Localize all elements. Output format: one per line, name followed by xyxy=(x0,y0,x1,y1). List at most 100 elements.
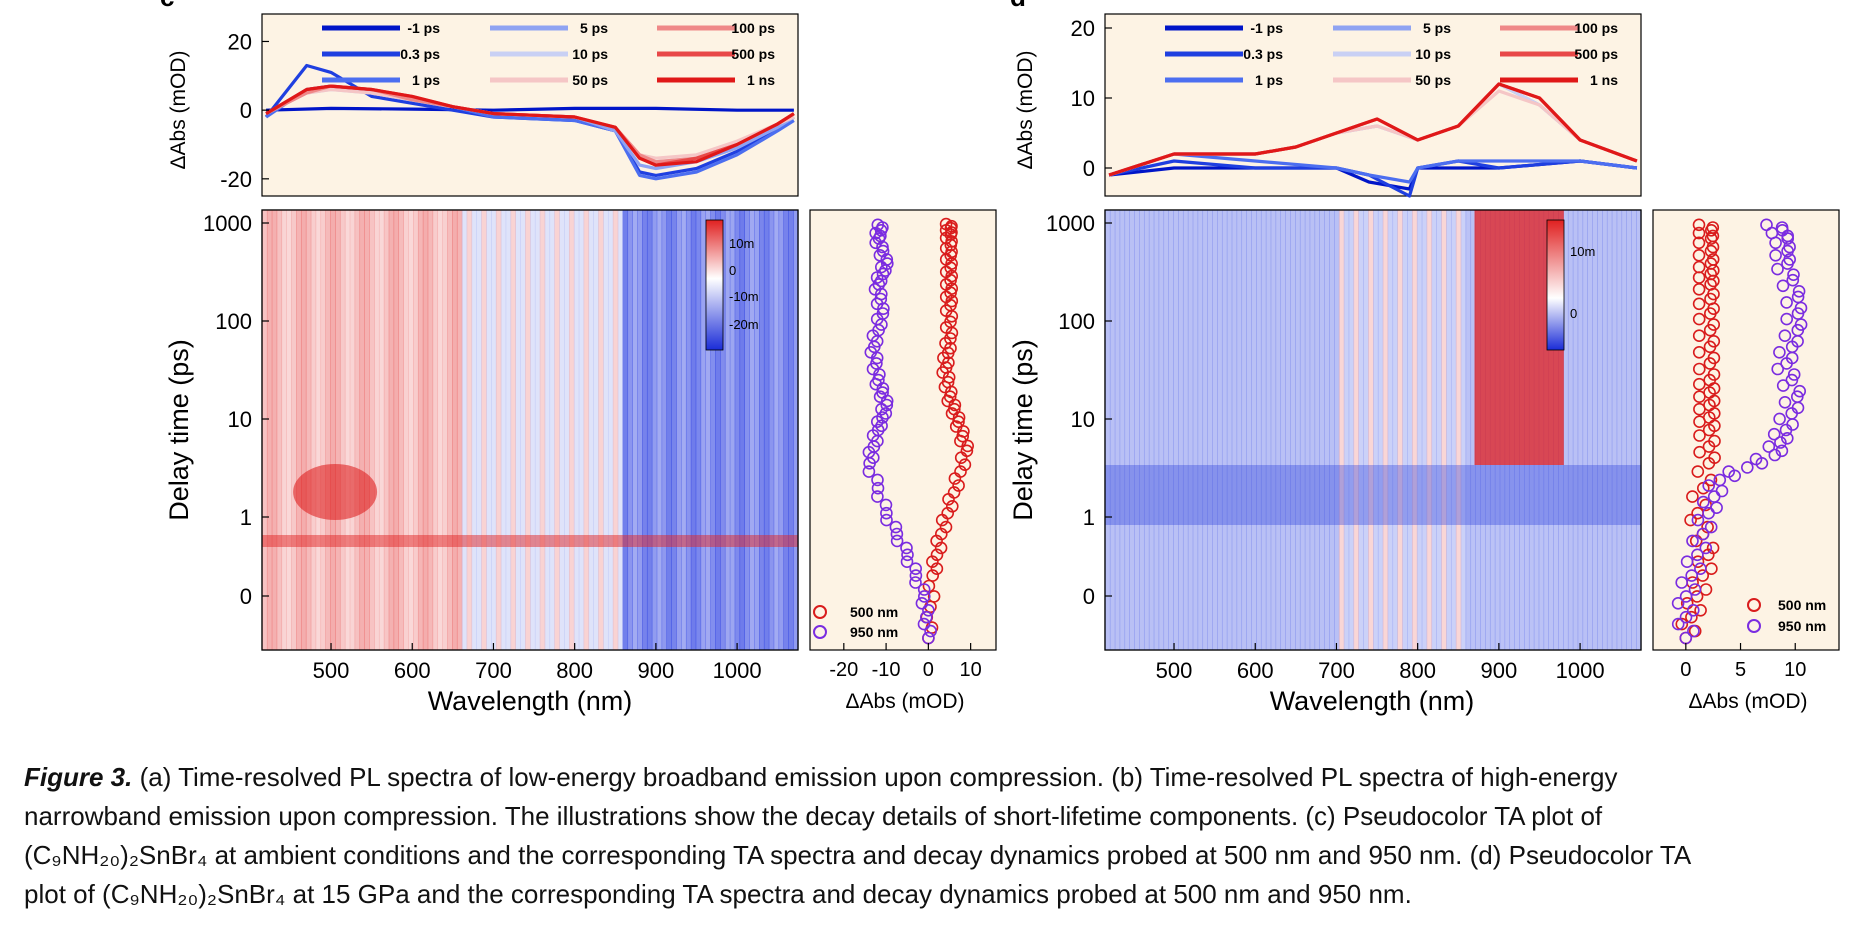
c-legend-label-500: 500 nm xyxy=(850,604,898,620)
d-map-strip xyxy=(1597,210,1603,650)
c-kinetics-panel: -20 -10 0 10 ΔAbs (mOD) 500 nm 950 nm xyxy=(809,209,997,713)
c-colorbar-label-3: -20m xyxy=(729,317,759,332)
c-kin-point-1 xyxy=(900,555,914,569)
c-map-strip xyxy=(262,210,268,650)
c-map-xtick-label-2: 700 xyxy=(475,658,512,683)
c-map-strip xyxy=(393,210,400,650)
c-map-strip xyxy=(690,210,697,650)
c-map-strip xyxy=(559,210,565,650)
d-kin-point-1 xyxy=(1741,461,1754,474)
d-map-strip xyxy=(1260,210,1267,650)
d-map-strip xyxy=(1290,210,1296,650)
d-kin-point-1 xyxy=(1769,249,1782,262)
d-map-strip xyxy=(1431,210,1437,650)
d-spectrum-line-8 xyxy=(1108,82,1638,177)
c-spectra-ytick-label-1: 0 xyxy=(240,98,252,123)
c-map-strip xyxy=(734,210,741,650)
d-kin-point-1 xyxy=(1775,444,1789,458)
d-map-strip xyxy=(1251,210,1257,650)
c-kin-point-1 xyxy=(870,357,883,370)
c-map-strip xyxy=(681,210,687,650)
d-legend-label-500: 500 nm xyxy=(1778,597,1826,613)
c-kin-point-1 xyxy=(909,562,923,576)
d-kin-point-1 xyxy=(1691,513,1705,527)
d-legend-marker-950 xyxy=(1747,619,1761,633)
c-map-strip xyxy=(339,210,346,650)
d-kin-point-1 xyxy=(1680,555,1694,569)
c-map-strip xyxy=(383,210,390,650)
c-map-strip xyxy=(695,210,702,650)
c-map-panel: 10m 0 -10m -20m 500 600 700 800 900 1000 1000… xyxy=(164,209,799,716)
c-spectra-yticks: 20 0 -20 xyxy=(220,29,269,192)
d-legend-label-4: 10 ps xyxy=(1415,46,1451,62)
c-map-strip xyxy=(417,210,424,650)
c-colorbar-label-1: 0 xyxy=(729,263,736,278)
c-legend-label-6: 100 ps xyxy=(731,20,775,36)
d-kin-point-1 xyxy=(1702,479,1715,492)
c-map-strip xyxy=(593,210,599,650)
d-map-ytick-label-1: 100 xyxy=(1058,309,1095,334)
caption-lead: Figure 3. xyxy=(24,762,133,792)
d-spectra-ytick-label-2: 0 xyxy=(1083,156,1095,181)
d-map-strip xyxy=(1407,210,1413,650)
d-map-strip xyxy=(1197,210,1204,650)
c-kin-point-1 xyxy=(871,473,884,487)
c-map-strip xyxy=(520,210,526,650)
d-map-strip xyxy=(1231,210,1238,650)
c-kin-point-0 xyxy=(939,520,953,534)
c-map-strip xyxy=(378,210,385,650)
c-map-strip xyxy=(476,210,482,650)
d-map-xtick-label-2: 700 xyxy=(1318,658,1355,683)
d-kin-point-0 xyxy=(1689,534,1703,548)
d-kin-point-1 xyxy=(1762,440,1776,453)
d-map-strip xyxy=(1450,210,1457,650)
c-map-strip xyxy=(637,210,643,650)
c-map-strip xyxy=(276,210,283,650)
d-map-strip xyxy=(1241,210,1247,650)
d-map-strip xyxy=(1402,210,1408,650)
d-kin-point-1 xyxy=(1749,452,1763,466)
c-map-strip xyxy=(471,210,477,650)
d-map-ytick-label-0: 1000 xyxy=(1046,211,1095,236)
d-kin-point-1 xyxy=(1791,390,1804,404)
c-map-strip xyxy=(354,210,361,650)
c-spectrum-line-0 xyxy=(266,106,794,112)
d-kin-point-1 xyxy=(1792,284,1806,298)
d-map-strip xyxy=(1275,210,1282,650)
c-legend-label-5: 50 ps xyxy=(572,72,608,88)
d-kin-point-1 xyxy=(1778,395,1792,409)
c-map-ytick-label-3: 1 xyxy=(240,505,252,530)
c-kin-point-0 xyxy=(943,390,957,404)
d-kin-point-1 xyxy=(1713,473,1727,487)
c-kin-point-1 xyxy=(871,481,885,495)
d-spectrum-line-1 xyxy=(1108,159,1638,198)
c-map-strip xyxy=(583,210,590,650)
d-map-strip xyxy=(1226,210,1233,650)
d-map-strip xyxy=(1455,210,1462,650)
c-spectra-frame xyxy=(261,13,799,197)
c-map-strip xyxy=(627,210,633,650)
c-kinetics-frame xyxy=(809,209,997,651)
c-kin-point-0 xyxy=(926,569,940,582)
c-kin-point-1 xyxy=(909,569,923,582)
c-kin-point-0 xyxy=(954,465,967,478)
c-kin-point-1 xyxy=(880,253,894,266)
c-map-ytick-label-4: 0 xyxy=(240,584,252,609)
d-map-strip xyxy=(1563,210,1569,650)
d-colorbar-label-1: 0 xyxy=(1570,306,1577,321)
d-map-strip xyxy=(1411,210,1418,650)
c-map-strip xyxy=(534,210,541,650)
c-kin-point-0 xyxy=(952,479,965,492)
d-kinetics-frame xyxy=(1652,209,1840,651)
d-legend-label-3: 5 ps xyxy=(1423,20,1451,36)
d-map-strip xyxy=(1426,210,1433,650)
c-map-strip xyxy=(320,210,326,650)
c-map-strip xyxy=(661,210,668,650)
d-spectra-yticks: 20 10 0 xyxy=(1071,16,1112,181)
c-kin-xtick-label-0: -20 xyxy=(829,659,858,681)
d-map-strip xyxy=(1153,210,1160,650)
d-kin-point-1 xyxy=(1688,583,1702,596)
d-map-strip xyxy=(1187,210,1194,650)
d-map-early-band xyxy=(1105,465,1641,525)
d-kinetics-panel: 0 5 10 ΔAbs (mOD) 500 nm 950 nm xyxy=(1652,209,1840,713)
